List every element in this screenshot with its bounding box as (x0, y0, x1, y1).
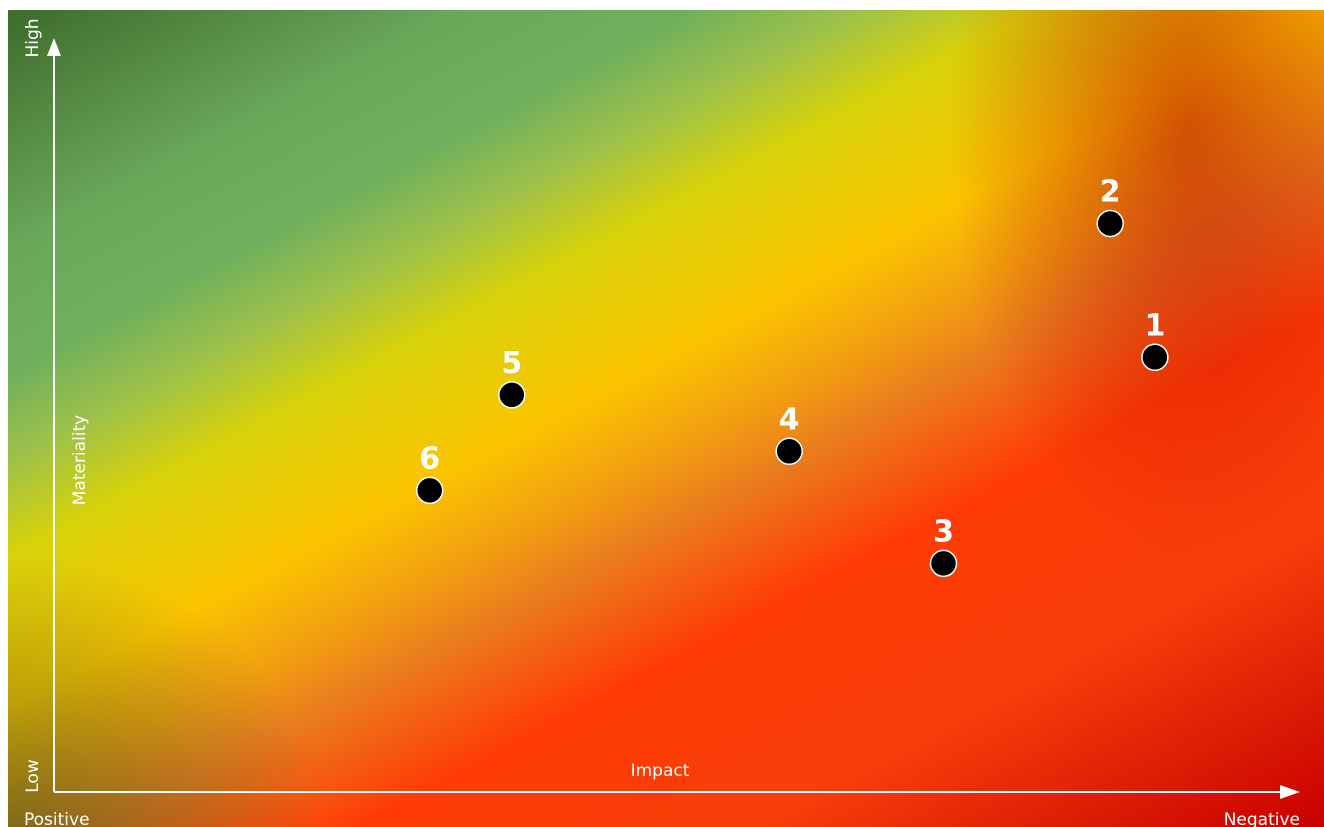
materiality-chart: Impact Positive Negative Materiality Low… (8, 10, 1324, 827)
data-point-2 (1096, 209, 1124, 238)
data-points: 1 2 3 4 5 6 (415, 175, 1169, 578)
x-axis-arrow (1280, 785, 1300, 799)
data-point-label-5: 5 (501, 346, 522, 381)
y-axis-arrow (47, 38, 61, 56)
x-axis-right-end-label: Negative (1224, 810, 1300, 827)
data-point-label-3: 3 (933, 514, 954, 549)
data-point-6 (415, 476, 444, 505)
data-point-label-6: 6 (419, 441, 440, 476)
data-point-label-1: 1 (1144, 308, 1165, 343)
data-point-5 (498, 381, 526, 409)
data-point-1 (1141, 343, 1169, 372)
y-axis-label: Materiality (70, 415, 90, 506)
y-axis-top-end-label: High (23, 18, 43, 57)
data-point-3 (929, 549, 958, 578)
axes (47, 38, 1300, 799)
data-point-label-2: 2 (1100, 175, 1121, 210)
x-axis-left-end-label: Positive (24, 810, 90, 827)
data-point-label-4: 4 (779, 402, 800, 437)
x-axis-label: Impact (631, 761, 690, 781)
data-point-4 (775, 437, 803, 466)
plot-area: Impact Positive Negative Materiality Low… (23, 18, 1300, 827)
y-axis-bottom-end-label: Low (23, 759, 43, 793)
